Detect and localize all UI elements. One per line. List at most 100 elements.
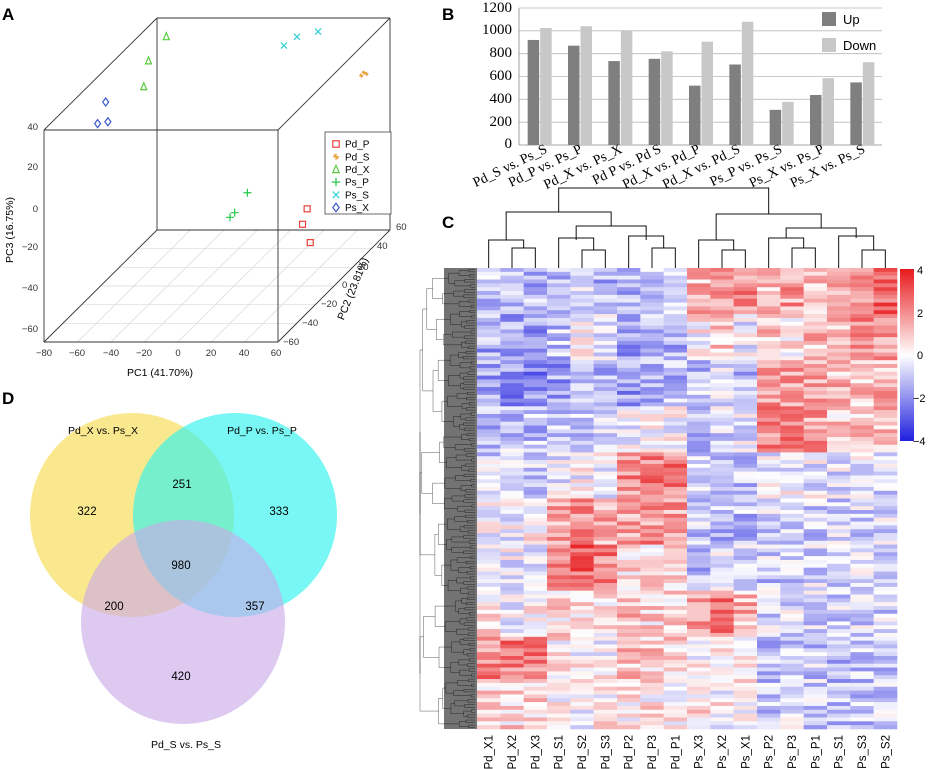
heatmap-cell [873,471,898,476]
heatmap-cell [850,556,874,561]
heatmap-cell [500,513,524,519]
heatmap-cell [757,590,781,595]
heatmap-cell [803,402,828,407]
heatmap-cell [827,556,851,561]
heatmap-cell [733,337,758,342]
heatmap-cell [873,406,898,411]
heatmap-cell [757,540,781,545]
heatmap-cell [640,705,664,711]
heatmap-cell [710,383,734,388]
heatmap-cell [663,348,688,353]
heatmap-cell [687,625,711,630]
heatmap-cell [850,406,874,411]
heatmap-cell [477,425,501,430]
heatmap-cell [547,586,571,591]
heatmap-cell [780,352,804,357]
heatmap-cell [663,321,688,326]
heatmap-cell [663,544,688,549]
heatmap-cell [640,725,664,730]
heatmap-cell [500,467,524,472]
bar-down [540,27,552,146]
heatmap-cell [687,648,711,653]
heatmap-cell [663,594,688,599]
heatmap-cell [757,483,781,488]
heatmap-cell [640,625,664,630]
heatmap-cell [687,652,711,657]
heatmap-cell [663,275,688,280]
heatmap-cell [500,367,524,373]
heatmap-cell [593,452,618,457]
heatmap-cell [640,521,664,526]
heatmap-cell [547,448,571,453]
heatmap-cell [733,559,758,565]
heatmap-cell [733,333,758,338]
heatmap-cell [827,575,851,580]
heatmap-cell [850,586,874,591]
heatmap-cell [640,268,664,273]
heatmap-cell [780,586,804,591]
heatmap-cell [593,271,618,276]
heatmap-cell [547,559,571,565]
heatmap-cell [617,682,641,688]
heatmap-cell [733,533,758,538]
heatmap-cell [593,463,618,469]
bar-up [568,45,580,145]
heatmap-cell [850,379,874,384]
heatmap-cell [617,302,641,307]
heatmap-cell [803,410,828,415]
heatmap-cell [663,598,688,603]
heatmap-cell [803,563,828,568]
heatmap-cell [640,287,664,292]
heatmap-cell [570,636,594,641]
heatmap-cell [477,663,501,668]
heatmap-cell [593,437,618,442]
heatmap-cell [710,479,734,484]
heatmap-cell [850,417,874,422]
heatmap-cell [827,486,851,492]
heatmap-cell [733,632,758,638]
heatmap-cell [640,367,664,373]
heatmap-cell [477,583,501,588]
heatmap-cell [710,559,734,565]
heatmap-cell [663,371,688,376]
heatmap-cell [780,533,804,538]
heatmap-cell [477,463,501,469]
heatmap-cell [570,559,594,565]
heatmap-cell [710,448,734,453]
heatmap-cell [803,536,828,542]
heatmap-cell [523,606,548,611]
heatmap-cell [873,379,898,384]
heatmap-cell [850,268,874,273]
heatmap-cell [757,725,781,730]
legend-swatch-up [822,12,836,26]
heatmap-cell [827,456,851,461]
heatmap-cell [570,656,594,661]
heatmap-cell [593,387,618,392]
heatmap-cell [547,613,571,618]
heatmap-cell [710,456,734,461]
heatmap-cell [733,690,758,695]
heatmap-cell [780,348,804,353]
heatmap-cell [710,302,734,307]
heatmap-cell [710,410,734,415]
heatmap-cell [477,333,501,338]
heatmap-cell [477,559,501,565]
bar-y-tick: 1000 [482,22,512,38]
heatmap-cell [570,548,594,553]
heatmap-cell [733,494,758,499]
heatmap-cell [710,433,734,438]
heatmap-cell [733,663,758,668]
heatmap-cell [547,721,571,726]
heatmap-cell [640,437,664,442]
heatmap-cell [640,275,664,280]
heatmap-cell [593,556,618,561]
heatmap-cell [780,567,804,572]
heatmap-cell [570,682,594,688]
heatmap-cell [593,552,618,557]
heatmap-cell [663,659,688,664]
heatmap-cell [733,356,758,361]
heatmap-cell [710,510,734,515]
heatmap-cell [617,606,641,611]
heatmap-cell [617,398,641,403]
